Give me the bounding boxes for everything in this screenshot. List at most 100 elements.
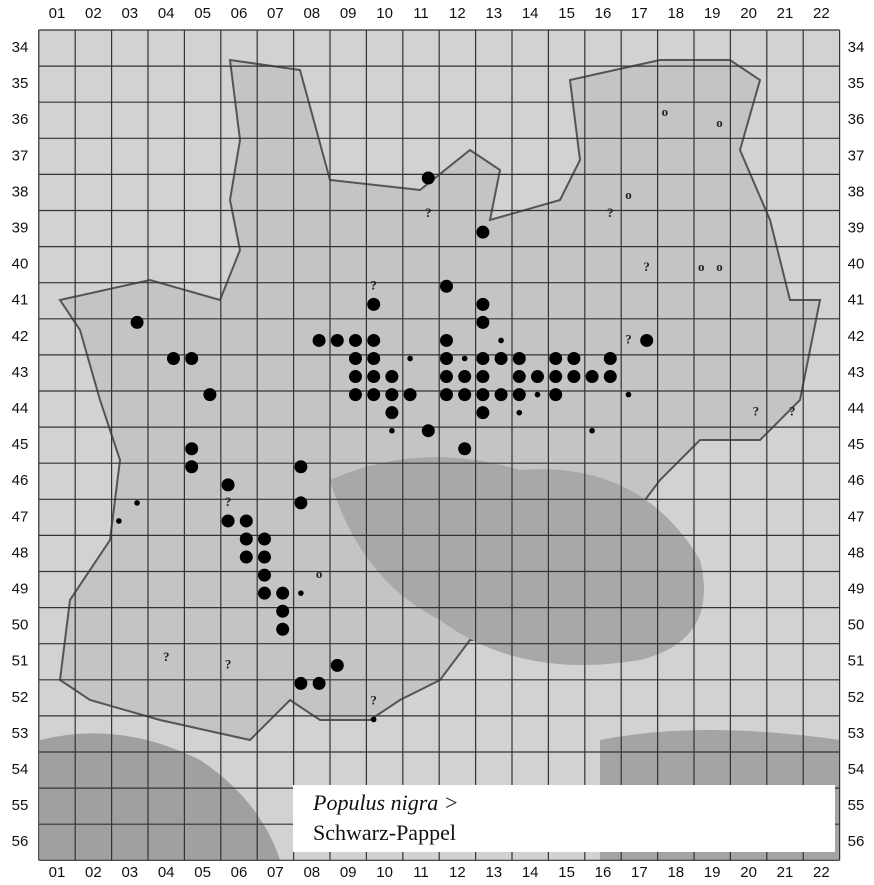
- record-dot: [276, 623, 289, 636]
- record-dot: [367, 370, 380, 383]
- record-dot: [240, 533, 253, 546]
- old-record: o: [316, 566, 323, 581]
- column-label: 11: [413, 5, 429, 22]
- record-dot: [549, 388, 562, 401]
- column-label: 15: [558, 864, 575, 881]
- row-label: 34: [12, 39, 29, 56]
- record-dot: [258, 587, 271, 600]
- record-dot: [440, 352, 453, 365]
- column-label: 10: [376, 5, 393, 22]
- column-label: 21: [777, 864, 794, 881]
- record-dot: [222, 514, 235, 527]
- row-label: 39: [12, 220, 29, 237]
- record-small-dot: [353, 374, 359, 380]
- record-dot: [185, 352, 198, 365]
- record-small-dot: [298, 590, 304, 596]
- record-dot: [604, 352, 617, 365]
- record-dot: [240, 551, 253, 564]
- row-label: 38: [848, 183, 865, 200]
- row-label: 56: [12, 833, 29, 850]
- column-label: 14: [522, 864, 539, 881]
- record-dot: [385, 406, 398, 419]
- record-small-dot: [116, 518, 122, 524]
- row-label: 42: [848, 328, 865, 345]
- row-label: 49: [12, 581, 29, 598]
- row-label: 40: [848, 256, 865, 273]
- row-label: 48: [848, 544, 865, 561]
- record-dot: [258, 569, 271, 582]
- column-label: 03: [121, 5, 138, 22]
- column-label: 22: [813, 5, 830, 22]
- row-label: 42: [12, 328, 29, 345]
- column-label: 18: [667, 864, 684, 881]
- record-dot: [367, 334, 380, 347]
- column-label: 19: [704, 864, 721, 881]
- record-dot: [294, 460, 307, 473]
- row-label: 43: [12, 364, 29, 381]
- row-label: 55: [12, 797, 29, 814]
- row-label: 35: [848, 75, 865, 92]
- record-dot: [422, 424, 435, 437]
- old-record: o: [698, 259, 705, 274]
- record-dot: [476, 388, 489, 401]
- record-dot: [567, 370, 580, 383]
- record-dot: [476, 352, 489, 365]
- column-label: 08: [303, 864, 320, 881]
- row-label: 37: [12, 147, 29, 164]
- row-label: 36: [12, 111, 29, 128]
- record-small-dot: [462, 356, 468, 362]
- record-dot: [640, 334, 653, 347]
- row-label: 50: [848, 617, 865, 634]
- row-label: 45: [12, 436, 29, 453]
- row-label: 52: [12, 689, 29, 706]
- record-dot: [440, 388, 453, 401]
- row-label: 49: [848, 581, 865, 598]
- column-label: 16: [595, 5, 612, 22]
- record-dot: [258, 533, 271, 546]
- uncertain-record: ?: [425, 205, 432, 220]
- uncertain-record: ?: [753, 404, 760, 419]
- record-dot: [586, 370, 599, 383]
- row-label: 55: [848, 797, 865, 814]
- row-label: 51: [848, 653, 865, 670]
- record-dot: [458, 370, 471, 383]
- row-label: 56: [848, 833, 865, 850]
- column-label: 10: [376, 864, 393, 881]
- row-label: 54: [12, 761, 29, 778]
- row-label: 53: [848, 725, 865, 742]
- row-label: 51: [12, 653, 29, 670]
- column-label: 07: [267, 864, 284, 881]
- row-label: 35: [12, 75, 29, 92]
- column-label: 19: [704, 5, 721, 22]
- record-dot: [276, 587, 289, 600]
- record-dot: [476, 226, 489, 239]
- column-label: 05: [194, 5, 211, 22]
- record-dot: [294, 496, 307, 509]
- record-dot: [476, 298, 489, 311]
- record-dot: [440, 280, 453, 293]
- uncertain-record: ?: [625, 331, 632, 346]
- record-dot: [240, 514, 253, 527]
- old-record: o: [662, 104, 669, 119]
- record-dot: [367, 352, 380, 365]
- uncertain-record: ?: [225, 656, 232, 671]
- column-label: 20: [740, 864, 757, 881]
- row-label: 46: [12, 472, 29, 489]
- record-dot: [513, 352, 526, 365]
- column-label: 04: [158, 5, 175, 22]
- record-small-dot: [498, 338, 504, 344]
- uncertain-record: ?: [607, 205, 614, 220]
- record-dot: [167, 352, 180, 365]
- column-label: 02: [85, 864, 102, 881]
- record-dot: [549, 370, 562, 383]
- record-dot: [422, 172, 435, 185]
- record-dot: [331, 659, 344, 672]
- record-small-dot: [516, 410, 522, 416]
- column-label: 22: [813, 864, 830, 881]
- record-dot: [604, 370, 617, 383]
- old-record: o: [716, 115, 723, 130]
- row-label: 36: [848, 111, 865, 128]
- column-label: 12: [449, 864, 466, 881]
- column-label: 09: [340, 5, 357, 22]
- column-label: 07: [267, 5, 284, 22]
